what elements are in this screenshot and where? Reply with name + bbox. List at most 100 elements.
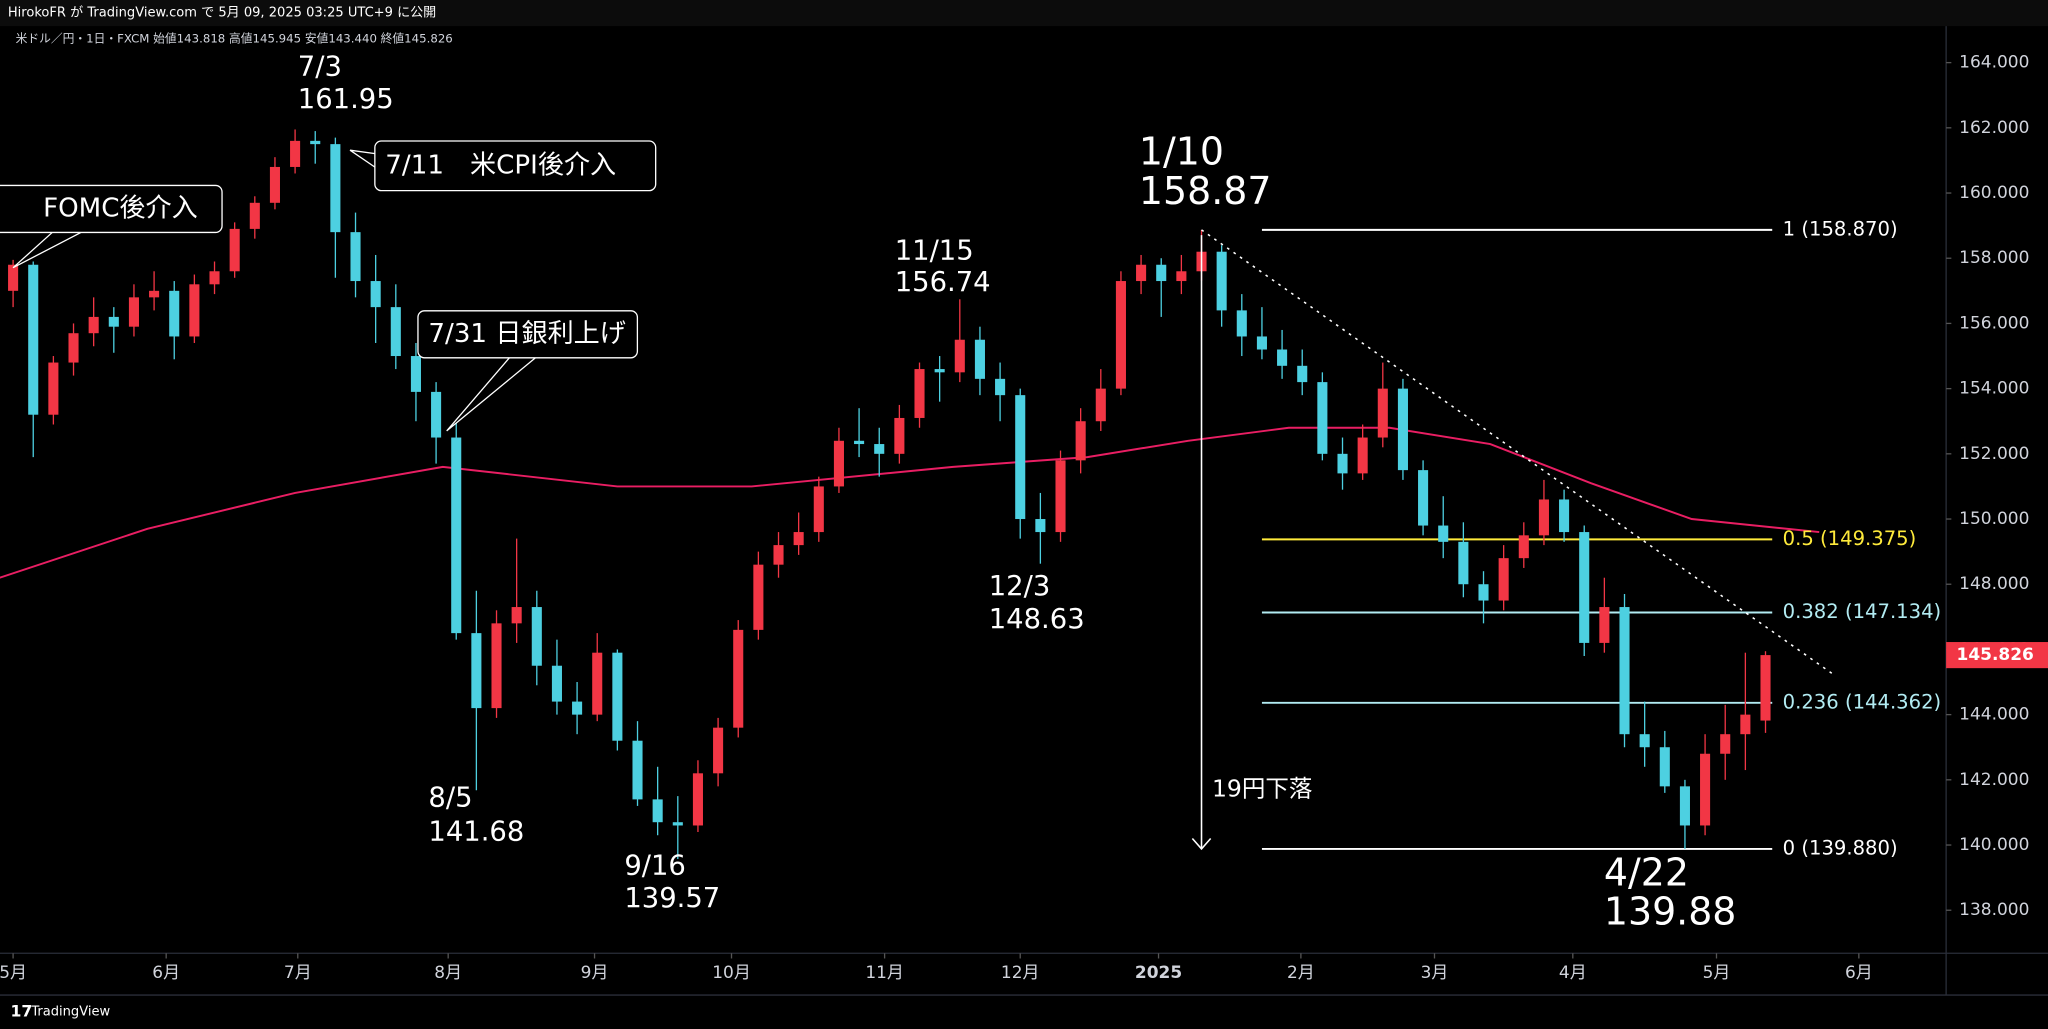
- candle-body: [310, 140, 321, 145]
- y-tick-label: 144.000: [1959, 705, 2029, 725]
- y-tick-label: 140.000: [1959, 835, 2029, 855]
- candle-body: [1498, 558, 1509, 601]
- candle-body: [773, 545, 784, 565]
- candle-body: [471, 633, 482, 709]
- candle-body: [1700, 753, 1711, 826]
- candle-body: [149, 290, 160, 298]
- price-tag-label: 145.826: [1957, 645, 2034, 665]
- candle-body: [451, 437, 462, 634]
- annotation-price: 139.88: [1604, 890, 1736, 934]
- candle-body: [793, 532, 804, 546]
- callout-box: [0, 184, 223, 234]
- arrow-label: 19円下落: [1212, 775, 1312, 803]
- x-tick-label: 2025: [1135, 963, 1182, 983]
- callout-text: 7/11 米CPI後介入: [385, 150, 616, 180]
- candle-body: [934, 369, 945, 373]
- candle-body: [48, 362, 59, 415]
- candle-body: [169, 290, 180, 337]
- annotation-date: 1/10: [1139, 130, 1224, 174]
- candle-body: [1438, 525, 1449, 542]
- y-tick-label: 148.000: [1959, 574, 2029, 594]
- candle-body: [1599, 607, 1610, 643]
- fib-label: 1 (158.870): [1783, 217, 1898, 240]
- annotation-price: 161.95: [298, 84, 394, 115]
- candle-body: [410, 356, 421, 392]
- candle-body: [995, 378, 1006, 396]
- annotation-date: 7/3: [298, 51, 342, 82]
- callout-pointer: [446, 357, 536, 432]
- candle-body: [28, 264, 39, 415]
- fib-label: 0.236 (144.362): [1783, 690, 1942, 713]
- candle-body: [753, 564, 764, 630]
- drop-arrowhead: [1191, 837, 1212, 851]
- candle-body: [833, 440, 844, 487]
- callout-box: [417, 310, 639, 359]
- y-tick-label: 162.000: [1959, 118, 2029, 138]
- x-tick-label: 9月: [581, 963, 609, 983]
- candle-body: [914, 369, 925, 418]
- annotation-date: 11/15: [895, 236, 974, 267]
- candle-body: [713, 727, 724, 774]
- candle-body: [8, 264, 19, 291]
- callout-box: [374, 140, 657, 192]
- candle-body: [1559, 499, 1570, 533]
- annotation-price: 139.57: [624, 883, 720, 914]
- candle-body: [1659, 747, 1670, 787]
- candle-body: [1639, 734, 1650, 748]
- candle-body: [209, 271, 220, 285]
- y-tick-label: 156.000: [1959, 313, 2029, 333]
- x-tick-label: 6月: [152, 963, 180, 983]
- candle-body: [1377, 388, 1388, 438]
- callout-text: FOMC後介入: [43, 193, 198, 223]
- candle-body: [672, 822, 683, 826]
- candle-body: [592, 652, 603, 715]
- candle-body: [1518, 535, 1529, 559]
- candle-body: [1216, 251, 1227, 311]
- moving-average: [0, 426, 1820, 579]
- candle-body: [1055, 460, 1066, 533]
- y-tick-label: 164.000: [1959, 53, 2029, 73]
- candle-body: [511, 607, 522, 624]
- candle-body: [1538, 499, 1549, 536]
- x-tick-label: 8月: [434, 963, 462, 983]
- price-tag: [1946, 642, 2048, 669]
- candle-body: [1418, 470, 1429, 526]
- candle-body: [1256, 336, 1267, 350]
- candle-body: [1277, 349, 1288, 366]
- y-tick-label: 154.000: [1959, 379, 2029, 399]
- candle-body: [733, 629, 744, 728]
- candle-body: [974, 339, 985, 379]
- candle-body: [330, 144, 341, 233]
- candle-body: [269, 166, 280, 203]
- candle-body: [128, 297, 139, 327]
- y-tick-label: 152.000: [1959, 444, 2029, 464]
- callout-pointer: [12, 231, 82, 269]
- candle-body: [1075, 421, 1086, 461]
- candle-body: [431, 391, 442, 438]
- candle-body: [1236, 310, 1247, 337]
- candle-body: [1317, 382, 1328, 454]
- candle-body: [612, 652, 623, 741]
- candle-body: [692, 773, 703, 826]
- candle-body: [88, 316, 99, 334]
- candle-body: [1297, 365, 1308, 383]
- fib-label: 0.382 (147.134): [1783, 600, 1942, 623]
- candle-body: [1357, 437, 1368, 474]
- annotation-date: 12/3: [989, 571, 1051, 602]
- fib-label: 0 (139.880): [1783, 836, 1898, 859]
- candle-body: [572, 701, 583, 715]
- x-tick-label: 4月: [1559, 963, 1587, 983]
- annotation-date: 4/22: [1604, 850, 1689, 894]
- y-tick-label: 150.000: [1959, 509, 2029, 529]
- candle-body: [1337, 453, 1348, 474]
- candle-body: [551, 665, 562, 702]
- callout-text: 7/31 日銀利上げ: [428, 319, 626, 349]
- candle-body: [1115, 281, 1126, 389]
- annotation-price: 156.74: [895, 267, 991, 298]
- candle-body: [350, 232, 361, 282]
- candle-body: [390, 307, 401, 357]
- candle-body: [1579, 532, 1590, 643]
- candle-body: [1176, 271, 1187, 282]
